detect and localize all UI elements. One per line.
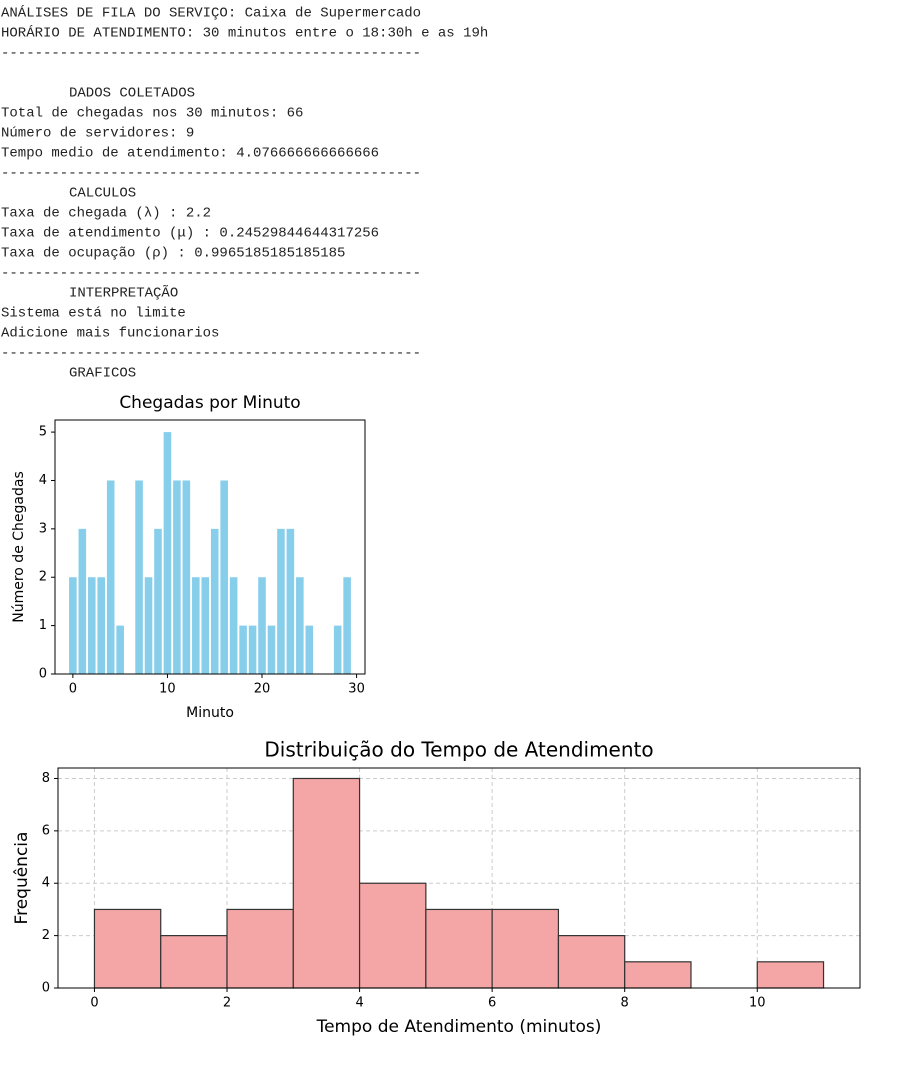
output-line: ----------------------------------------…: [1, 166, 421, 182]
histogram-bar: [160, 935, 228, 989]
output-line: Sistema está no limite: [1, 306, 186, 322]
output-line: HORÁRIO DE ATENDIMENTO: 30 minutos entre…: [1, 24, 488, 42]
x-tick-label: 0: [90, 996, 98, 1011]
bar: [116, 625, 124, 674]
bar: [135, 480, 143, 674]
output-line: ----------------------------------------…: [1, 46, 421, 62]
output-line: GRAFICOS: [69, 366, 136, 382]
y-tick-label: 0: [39, 667, 47, 682]
bar: [333, 625, 342, 674]
x-tick-label: 30: [348, 682, 365, 697]
bar: [248, 625, 257, 674]
histogram-bar: [491, 908, 560, 989]
histogram-bar: [624, 961, 692, 989]
x-tick-label: 20: [254, 682, 271, 697]
bar: [296, 577, 304, 674]
y-tick-label: 8: [42, 771, 50, 786]
bar: [163, 432, 172, 674]
bar: [88, 577, 96, 674]
y-tick-label: 6: [42, 823, 50, 838]
output-line: Adicione mais funcionarios: [1, 326, 219, 342]
bar: [182, 480, 191, 674]
histogram-bar: [425, 908, 493, 989]
bar: [201, 577, 210, 674]
x-axis-label: Tempo de Atendimento (minutos): [316, 1017, 602, 1037]
bar: [173, 480, 181, 674]
y-tick-label: 4: [42, 876, 50, 891]
output-line: Taxa de atendimento (μ) : 0.245298446443…: [1, 226, 379, 242]
axes-frame: [57, 767, 861, 989]
output-line: CALCULOS: [69, 186, 136, 202]
output-line: Total de chegadas nos 30 minutos: 66: [1, 106, 303, 122]
y-tick-label: 3: [39, 521, 47, 536]
y-tick-label: 1: [39, 618, 47, 633]
histogram-bar: [358, 882, 427, 989]
bar: [69, 577, 77, 674]
y-tick-label: 0: [42, 981, 50, 996]
bar: [154, 528, 162, 674]
bar: [106, 480, 115, 674]
output-line: ----------------------------------------…: [1, 266, 421, 282]
y-tick-label: 4: [39, 473, 47, 488]
bar: [229, 577, 238, 674]
x-tick-label: 2: [223, 996, 231, 1011]
bar: [286, 528, 295, 674]
bar: [277, 528, 285, 674]
x-tick-label: 0: [69, 682, 77, 697]
bar: [267, 625, 276, 674]
y-axis-label: Frequência: [12, 832, 32, 925]
x-tick-label: 6: [488, 996, 496, 1011]
chart-title: Chegadas por Minuto: [119, 393, 300, 413]
x-axis-label: Minuto: [186, 705, 234, 721]
bar: [343, 577, 351, 674]
output-line: ----------------------------------------…: [1, 346, 421, 362]
output-line: Taxa de ocupação (ρ) : 0.996518518518518…: [1, 246, 345, 262]
bar: [210, 528, 219, 674]
x-tick-label: 10: [749, 996, 766, 1011]
bar: [97, 577, 106, 674]
output-line: Número de servidores: 9: [1, 126, 194, 142]
x-tick-label: 10: [159, 682, 176, 697]
bar: [144, 577, 153, 674]
output-line: ANÁLISES DE FILA DO SERVIÇO: Caixa de Su…: [1, 4, 421, 22]
output-line: Tempo medio de atendimento: 4.0766666666…: [1, 146, 379, 162]
bar: [220, 480, 228, 674]
histogram-bar: [226, 908, 294, 989]
bar: [78, 528, 87, 674]
output-line: DADOS COLETADOS: [69, 86, 195, 102]
histogram-bar: [557, 935, 626, 989]
histogram-bar: [93, 908, 162, 989]
y-tick-label: 2: [39, 570, 47, 585]
histogram-bar: [756, 961, 825, 989]
output-line: Taxa de chegada (λ) : 2.2: [1, 206, 211, 222]
y-tick-label: 5: [39, 425, 47, 440]
y-tick-label: 2: [42, 928, 50, 943]
bar: [239, 625, 247, 674]
histogram-bar: [292, 777, 361, 989]
output-line: INTERPRETAÇÃO: [69, 285, 178, 302]
bar: [192, 577, 200, 674]
bar: [305, 625, 314, 674]
x-tick-label: 4: [355, 996, 363, 1011]
y-axis-label: Número de Chegadas: [11, 471, 27, 623]
x-tick-label: 8: [621, 996, 629, 1011]
chart-title: Distribuição do Tempo de Atendimento: [264, 738, 653, 762]
axes-frame: [54, 419, 366, 675]
bar: [258, 577, 266, 674]
